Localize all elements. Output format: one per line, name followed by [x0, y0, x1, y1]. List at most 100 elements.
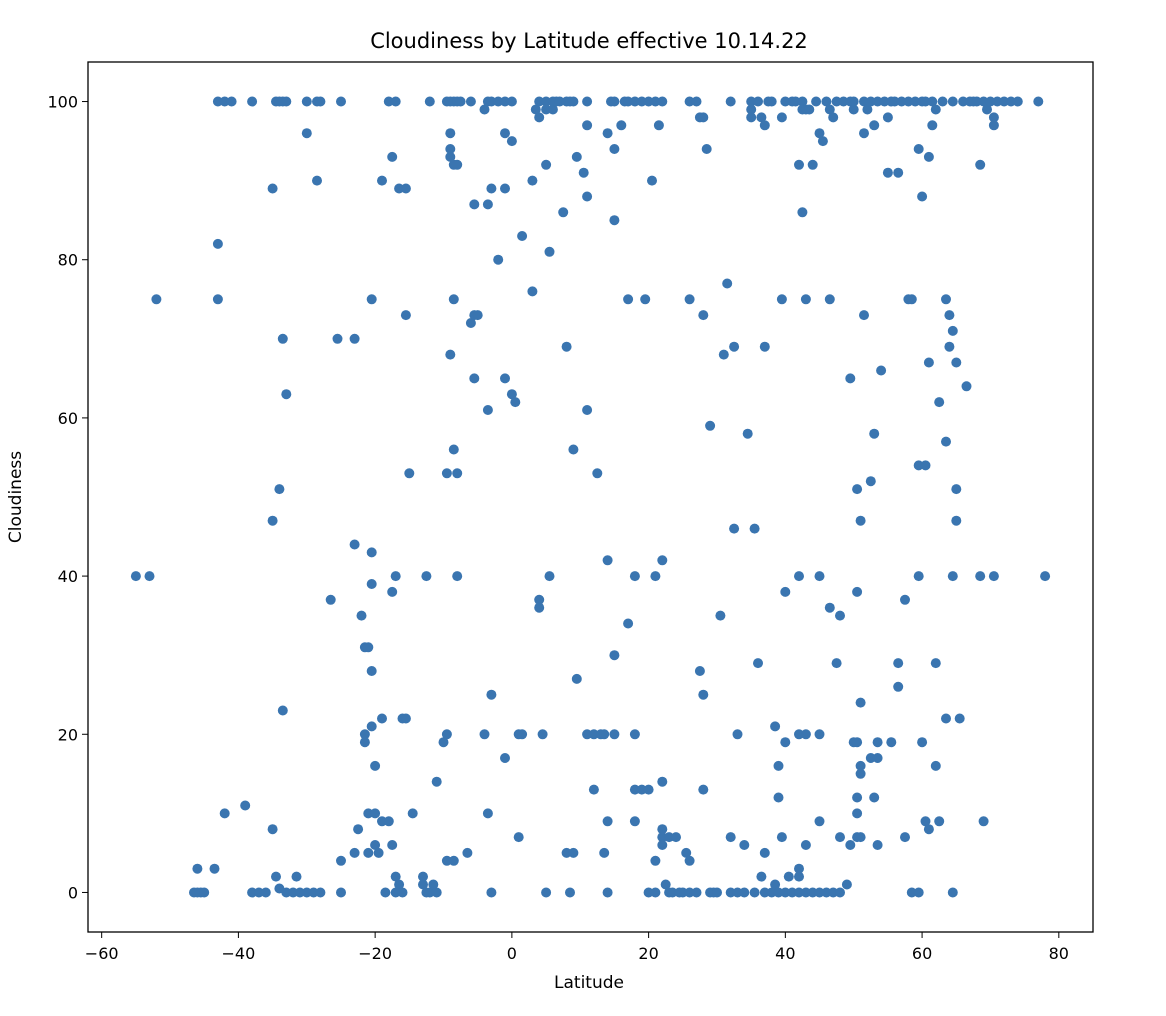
- data-point: [441, 729, 452, 740]
- data-point: [277, 705, 288, 716]
- x-tick-label: 80: [1049, 944, 1069, 963]
- data-point: [855, 832, 866, 843]
- data-point: [274, 484, 285, 495]
- y-axis-ticks: 0 20 40 60 80 100: [47, 93, 88, 902]
- data-point: [452, 159, 463, 170]
- data-point: [855, 768, 866, 779]
- data-point: [794, 571, 804, 582]
- data-point: [865, 476, 876, 487]
- data-point: [684, 887, 695, 898]
- data-point: [377, 175, 387, 186]
- data-point: [281, 96, 292, 107]
- data-point: [602, 128, 613, 139]
- data-point: [824, 602, 835, 613]
- data-point: [698, 689, 709, 700]
- data-point: [944, 341, 955, 352]
- data-point: [722, 278, 733, 289]
- data-point: [578, 167, 589, 178]
- data-point: [985, 96, 996, 107]
- data-point: [773, 760, 784, 771]
- data-point: [800, 840, 811, 850]
- data-point: [653, 120, 664, 131]
- data-point: [271, 871, 281, 882]
- data-point: [889, 96, 900, 107]
- data-point: [800, 729, 811, 740]
- data-point: [753, 96, 763, 107]
- data-point: [558, 207, 569, 218]
- data-point: [855, 697, 866, 708]
- data-point: [312, 175, 322, 186]
- data-point: [975, 159, 986, 170]
- data-point: [930, 760, 941, 771]
- data-point: [759, 887, 770, 898]
- data-point: [370, 808, 381, 819]
- data-point: [534, 96, 545, 107]
- data-point: [848, 96, 859, 107]
- data-point: [783, 871, 794, 882]
- data-point: [835, 610, 845, 621]
- x-tick-label: −20: [358, 944, 392, 963]
- data-point: [770, 879, 781, 890]
- data-point: [876, 365, 887, 376]
- data-point: [482, 808, 493, 819]
- x-tick-label: −40: [222, 944, 256, 963]
- data-point: [441, 855, 452, 866]
- data-point: [759, 120, 770, 131]
- data-point: [588, 784, 599, 795]
- y-tick-label: 100: [47, 93, 78, 112]
- data-point: [756, 871, 767, 882]
- data-point: [855, 760, 866, 771]
- data-point: [366, 666, 377, 676]
- data-point: [506, 389, 517, 400]
- data-point: [852, 808, 863, 819]
- data-point: [387, 840, 398, 850]
- data-point: [882, 112, 893, 123]
- data-point: [920, 816, 931, 827]
- data-point: [424, 887, 435, 898]
- data-point: [527, 175, 538, 186]
- data-point: [872, 96, 883, 107]
- data-point: [219, 808, 230, 819]
- data-point: [445, 144, 456, 154]
- data-point: [667, 887, 678, 898]
- data-point: [776, 294, 787, 305]
- data-point: [780, 96, 791, 107]
- data-point: [961, 381, 972, 392]
- data-point: [336, 855, 346, 866]
- data-point: [541, 887, 552, 898]
- data-point: [794, 871, 804, 882]
- data-point: [811, 96, 822, 107]
- data-point: [927, 120, 938, 131]
- data-point: [852, 484, 863, 495]
- data-point: [941, 436, 951, 447]
- data-point: [452, 468, 463, 479]
- data-point: [482, 199, 493, 210]
- data-point: [753, 658, 763, 669]
- data-point: [465, 96, 476, 107]
- data-point: [277, 333, 288, 344]
- data-point: [267, 824, 278, 835]
- data-point: [363, 847, 374, 858]
- data-point: [859, 310, 869, 321]
- data-point: [882, 167, 893, 178]
- data-point: [893, 167, 904, 178]
- data-point: [486, 689, 497, 700]
- data-point: [438, 737, 449, 748]
- data-point: [267, 183, 278, 194]
- data-point: [500, 183, 510, 194]
- data-point: [565, 887, 575, 898]
- data-point: [650, 855, 661, 866]
- data-point: [828, 112, 839, 123]
- data-point: [544, 246, 555, 257]
- data-point: [930, 658, 941, 669]
- data-point: [835, 832, 845, 843]
- data-point: [407, 808, 418, 819]
- data-point: [776, 112, 787, 123]
- data-point: [900, 832, 910, 843]
- data-point: [359, 729, 370, 740]
- y-tick-label: 60: [58, 409, 78, 428]
- data-point: [571, 151, 582, 162]
- data-point: [469, 199, 480, 210]
- data-point: [445, 128, 456, 139]
- plot-frame: [87, 61, 1094, 933]
